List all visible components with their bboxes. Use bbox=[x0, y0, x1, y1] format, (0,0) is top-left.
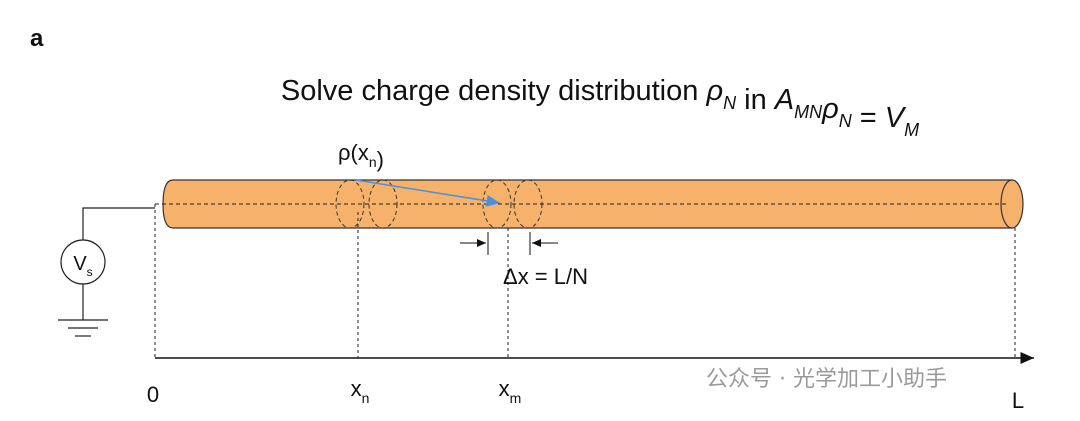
guide-lines bbox=[154, 204, 1016, 358]
source-label: Vs bbox=[73, 253, 92, 279]
title-part: in bbox=[736, 84, 775, 116]
title-part: A bbox=[773, 84, 794, 116]
axis-label-part: x bbox=[499, 376, 510, 401]
axis-label-part: x bbox=[351, 376, 362, 401]
axis-label: xm bbox=[499, 376, 522, 406]
delta-label: Δx = L/N bbox=[503, 264, 588, 289]
axis-label-part: n bbox=[362, 390, 370, 406]
rho-label-part: ρ(x bbox=[338, 140, 369, 165]
title-part: N bbox=[839, 111, 853, 131]
title-part: MN bbox=[794, 102, 823, 122]
delta-markers bbox=[460, 232, 558, 255]
distance-arrow bbox=[355, 179, 501, 207]
axis-label-part: m bbox=[510, 390, 522, 406]
watermark: 公众号 · 光学加工小助手 bbox=[706, 367, 947, 392]
axis-label: 0 bbox=[147, 382, 159, 407]
title: Solve charge density distribution ρN in … bbox=[281, 75, 919, 140]
title-part: Solve charge density distribution bbox=[281, 75, 707, 107]
wire-end bbox=[1000, 179, 1024, 229]
panel-label: a bbox=[30, 25, 44, 52]
title-part: N bbox=[723, 93, 737, 113]
title-part: ρ bbox=[705, 75, 723, 107]
rho-label: ρ(xn) bbox=[338, 140, 384, 172]
title-part: = bbox=[852, 102, 885, 134]
segment-disks bbox=[335, 179, 543, 229]
title-part: V bbox=[885, 102, 907, 134]
rho-label-part: n bbox=[369, 154, 377, 170]
source-label-part: s bbox=[87, 265, 93, 279]
source-circuit bbox=[58, 207, 155, 337]
rho-label-part: ) bbox=[377, 147, 384, 172]
title-part: M bbox=[904, 120, 919, 140]
source-label-part: V bbox=[73, 253, 87, 275]
wire-body bbox=[162, 179, 1013, 229]
title-part: ρ bbox=[821, 93, 839, 125]
axis-label: L bbox=[1012, 388, 1024, 413]
axis-label: xn bbox=[351, 376, 370, 406]
